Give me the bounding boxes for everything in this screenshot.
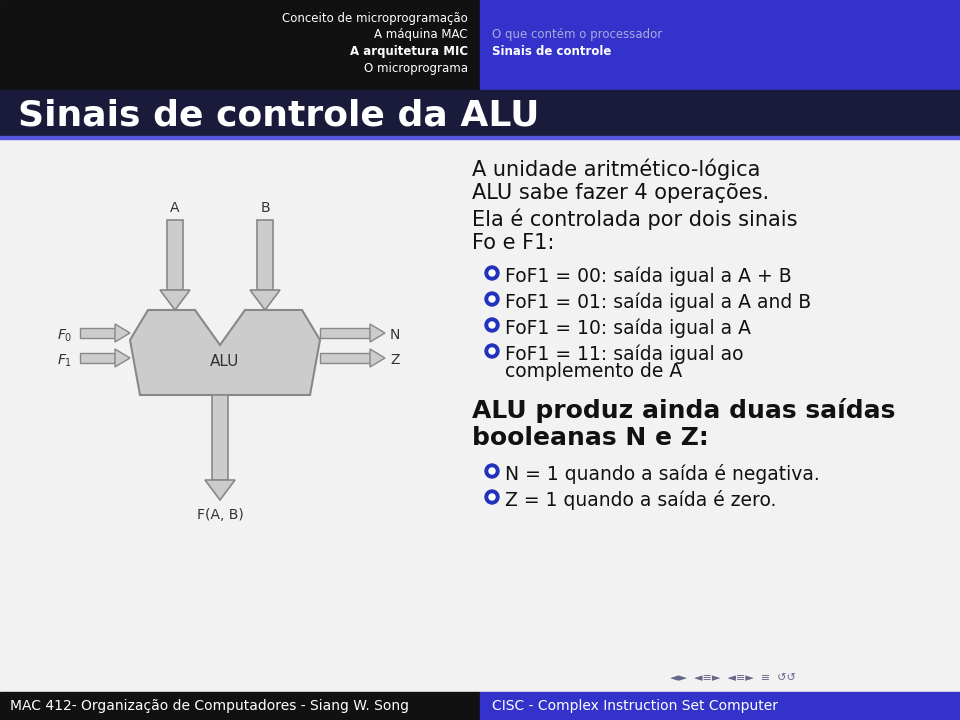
Text: A: A: [170, 201, 180, 215]
Polygon shape: [205, 480, 235, 500]
Text: A arquitetura MIC: A arquitetura MIC: [349, 45, 468, 58]
Polygon shape: [160, 290, 190, 310]
Text: ALU: ALU: [210, 354, 240, 369]
Circle shape: [485, 318, 499, 332]
Bar: [480, 692, 960, 720]
Polygon shape: [212, 395, 228, 480]
Circle shape: [489, 494, 495, 500]
Circle shape: [489, 322, 495, 328]
Text: A unidade aritmético-lógica: A unidade aritmético-lógica: [472, 158, 760, 179]
Text: MAC 412- Organização de Computadores - Siang W. Song: MAC 412- Organização de Computadores - S…: [10, 699, 409, 713]
Text: N: N: [390, 328, 400, 342]
Text: Ela é controlada por dois sinais: Ela é controlada por dois sinais: [472, 208, 798, 230]
Text: $F_1$: $F_1$: [57, 353, 72, 369]
Text: FoF1 = 01: saída igual a A and B: FoF1 = 01: saída igual a A and B: [505, 292, 811, 312]
Text: O que contém o processador: O que contém o processador: [492, 28, 662, 41]
Bar: [0, 692, 480, 720]
Text: Sinais de controle da ALU: Sinais de controle da ALU: [18, 98, 540, 132]
Text: O microprograma: O microprograma: [364, 62, 468, 75]
Text: booleanas N e Z:: booleanas N e Z:: [472, 426, 708, 450]
Bar: [0, 136, 960, 139]
Text: B: B: [260, 201, 270, 215]
Polygon shape: [320, 328, 370, 338]
Polygon shape: [370, 349, 385, 367]
Polygon shape: [167, 220, 183, 290]
Polygon shape: [115, 324, 130, 342]
Circle shape: [485, 292, 499, 306]
Text: Fo e F1:: Fo e F1:: [472, 233, 554, 253]
Polygon shape: [80, 353, 115, 363]
Circle shape: [489, 468, 495, 474]
Circle shape: [489, 296, 495, 302]
Text: CISC - Complex Instruction Set Computer: CISC - Complex Instruction Set Computer: [492, 699, 778, 713]
Text: N = 1 quando a saída é negativa.: N = 1 quando a saída é negativa.: [505, 464, 820, 484]
Text: F(A, B): F(A, B): [197, 508, 244, 522]
Circle shape: [485, 344, 499, 358]
Text: FoF1 = 11: saída igual ao: FoF1 = 11: saída igual ao: [505, 344, 743, 364]
Circle shape: [485, 266, 499, 280]
Polygon shape: [250, 290, 280, 310]
Text: $F_0$: $F_0$: [57, 328, 72, 344]
Text: FoF1 = 10: saída igual a A: FoF1 = 10: saída igual a A: [505, 318, 751, 338]
Text: ◄►  ◄≡►  ◄≡►  ≡  ↺↺: ◄► ◄≡► ◄≡► ≡ ↺↺: [670, 673, 796, 683]
Polygon shape: [320, 353, 370, 363]
Circle shape: [489, 348, 495, 354]
Circle shape: [489, 270, 495, 276]
Text: Conceito de microprogramação: Conceito de microprogramação: [282, 12, 468, 25]
Bar: [0, 0, 480, 90]
Polygon shape: [370, 324, 385, 342]
Polygon shape: [80, 328, 115, 338]
Text: FoF1 = 00: saída igual a A + B: FoF1 = 00: saída igual a A + B: [505, 266, 792, 286]
Circle shape: [485, 490, 499, 504]
Polygon shape: [115, 349, 130, 367]
Text: Z: Z: [390, 353, 399, 367]
Text: Sinais de controle: Sinais de controle: [492, 45, 612, 58]
Text: A máquina MAC: A máquina MAC: [374, 28, 468, 41]
Text: complemento de A: complemento de A: [505, 362, 683, 381]
Bar: [0, 90, 960, 138]
Circle shape: [485, 464, 499, 478]
Polygon shape: [257, 220, 273, 290]
Text: ALU sabe fazer 4 operações.: ALU sabe fazer 4 operações.: [472, 183, 769, 203]
Bar: [480, 0, 960, 90]
Polygon shape: [130, 310, 320, 395]
Text: ALU produz ainda duas saídas: ALU produz ainda duas saídas: [472, 398, 896, 423]
Text: Z = 1 quando a saída é zero.: Z = 1 quando a saída é zero.: [505, 490, 777, 510]
